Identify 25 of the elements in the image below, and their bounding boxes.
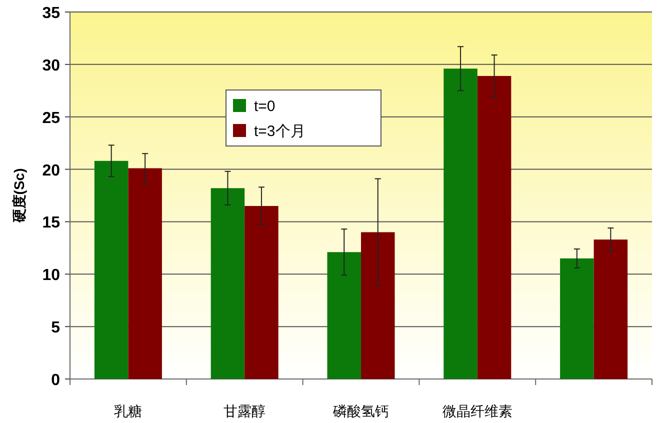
y-tick-label: 10 (42, 267, 60, 284)
bar (94, 160, 128, 379)
x-tick-label: 磷酸氢钙 (332, 403, 389, 419)
x-tick-label: 微晶纤维素 (442, 403, 512, 419)
x-tick-label: 甘露醇 (224, 403, 266, 419)
y-tick-label: 30 (42, 57, 60, 74)
legend-label: t=0 (254, 98, 276, 115)
bar (210, 188, 245, 379)
bar (594, 240, 628, 379)
bar (560, 258, 594, 379)
bar (327, 252, 361, 379)
y-tick-label: 20 (42, 162, 60, 180)
y-tick-label: 25 (42, 110, 60, 127)
bar (477, 76, 512, 379)
x-tick-label: 乳糖 (114, 403, 142, 419)
y-tick-label: 35 (42, 5, 60, 22)
y-tick-label: 15 (42, 214, 60, 232)
y-tick-label: 5 (51, 320, 60, 337)
bar (244, 206, 278, 379)
bar (361, 232, 395, 379)
y-tick-label: 0 (51, 372, 60, 389)
bar (128, 168, 162, 379)
bar (444, 68, 478, 379)
legend-label: t=3个月 (254, 123, 306, 140)
y-axis-title: 硬度(Sc) (11, 168, 27, 224)
